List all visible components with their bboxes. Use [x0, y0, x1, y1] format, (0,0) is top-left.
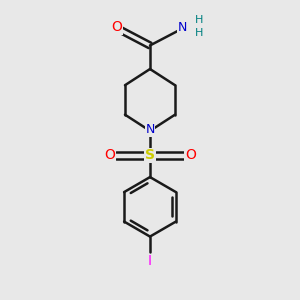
Text: S: S — [145, 148, 155, 162]
Text: H: H — [195, 28, 203, 38]
Text: H: H — [195, 15, 203, 25]
Text: N: N — [178, 21, 187, 34]
Text: O: O — [111, 20, 122, 34]
Text: N: N — [145, 123, 155, 136]
Text: O: O — [104, 148, 115, 162]
Text: I: I — [148, 254, 152, 268]
Text: O: O — [185, 148, 196, 162]
